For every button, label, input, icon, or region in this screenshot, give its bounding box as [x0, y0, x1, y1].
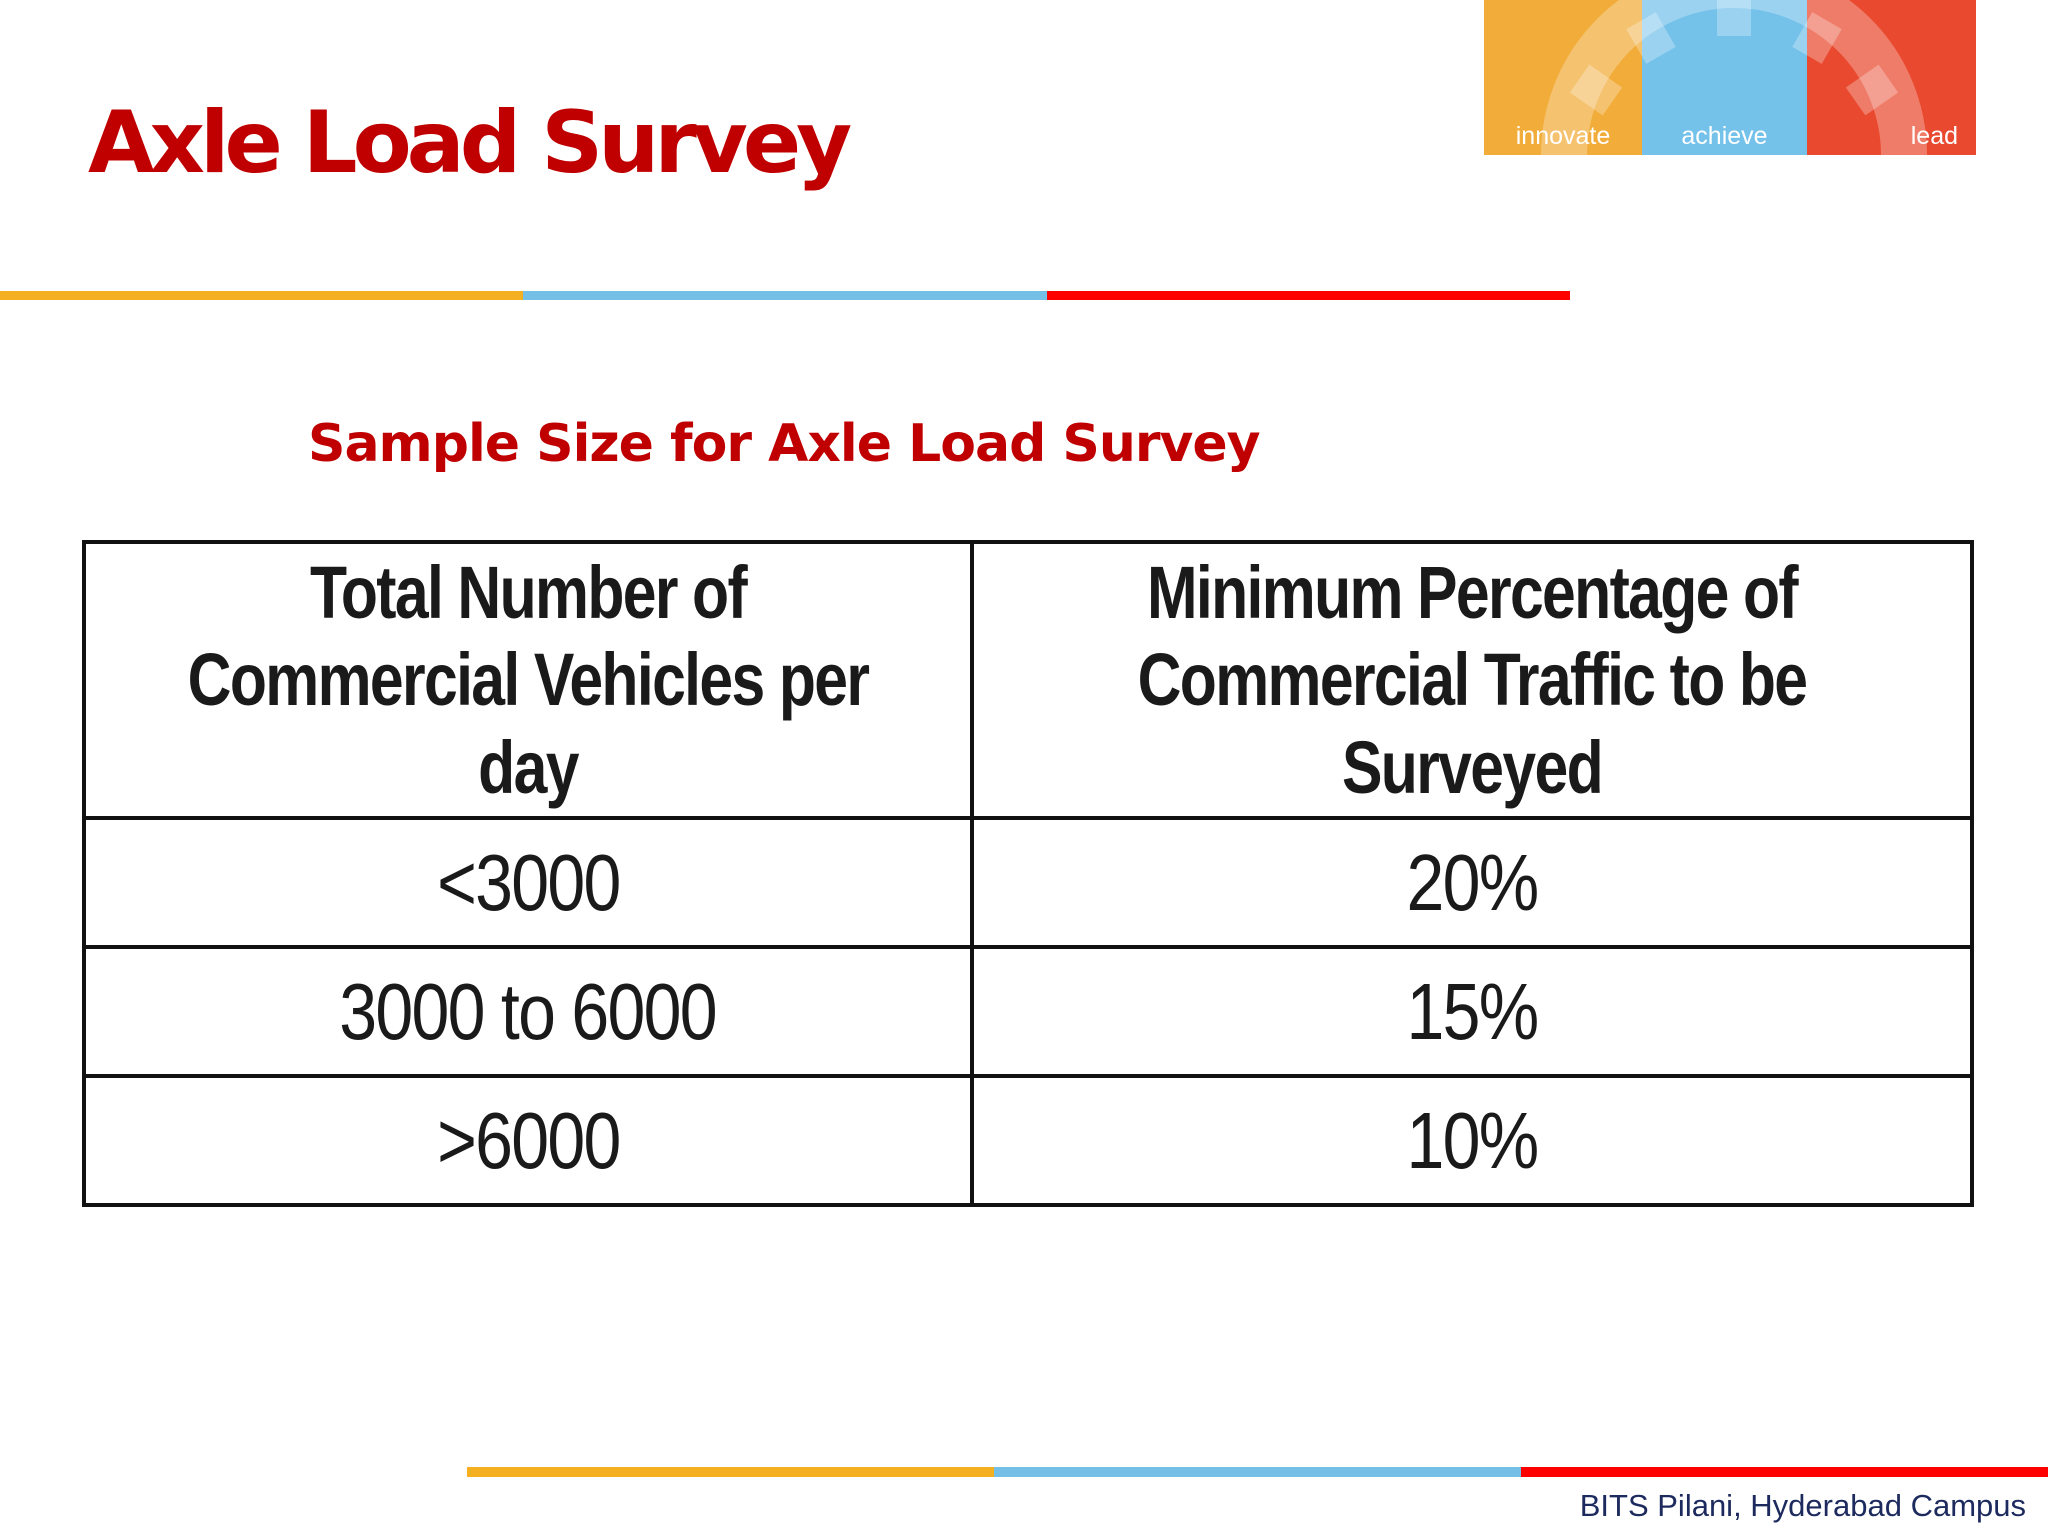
table-header-row: Total Number of Commercial Vehicles per … — [82, 540, 1974, 820]
table-caption: Sample Size for Axle Load Survey — [308, 414, 1261, 474]
table-row: <3000 20% — [82, 816, 1974, 949]
logo-innovate: innovate — [1484, 0, 1642, 155]
footer-divider-blue-segment — [994, 1467, 1521, 1477]
cell-vehicles: 3000 to 6000 — [82, 945, 974, 1078]
cell-vehicles-value: 3000 to 6000 — [339, 966, 718, 1056]
header-percentage-label: Minimum Percentage of Commercial Traffic… — [1137, 551, 1808, 809]
footer-campus: BITS Pilani, Hyderabad Campus — [1579, 1488, 2026, 1523]
divider-blue-segment — [523, 291, 1047, 300]
logo-lead: lead — [1807, 0, 1976, 155]
cell-percentage-value: 20% — [1406, 837, 1539, 927]
divider-orange-segment — [0, 291, 524, 300]
footer-divider-red-segment — [1521, 1467, 2048, 1477]
cell-vehicles-value: <3000 — [436, 837, 621, 927]
slide-title: Axle Load Survey — [88, 93, 852, 193]
logo-word-lead: lead — [1910, 122, 1958, 150]
sample-size-table: Total Number of Commercial Vehicles per … — [82, 540, 1974, 1207]
cell-percentage: 20% — [970, 816, 1974, 949]
header-min-percentage: Minimum Percentage of Commercial Traffic… — [970, 540, 1974, 820]
header-vehicles-per-day: Total Number of Commercial Vehicles per … — [82, 540, 974, 820]
cell-vehicles: <3000 — [82, 816, 974, 949]
footer-divider — [467, 1467, 2048, 1477]
cell-vehicles: >6000 — [82, 1074, 974, 1207]
divider-red-segment — [1046, 291, 1570, 300]
logo-word-innovate: innovate — [1515, 122, 1611, 150]
table-row: >6000 10% — [82, 1074, 1974, 1207]
cell-percentage: 10% — [970, 1074, 1974, 1207]
cell-percentage-value: 10% — [1406, 1095, 1539, 1185]
bits-logo: innovate achieve lead — [1484, 0, 1976, 155]
table-row: 3000 to 6000 15% — [82, 945, 1974, 1078]
logo-achieve: achieve — [1642, 0, 1807, 155]
logo-word-achieve: achieve — [1681, 122, 1768, 150]
footer-divider-orange-segment — [467, 1467, 994, 1477]
cell-vehicles-value: >6000 — [436, 1095, 621, 1185]
cell-percentage: 15% — [970, 945, 1974, 1078]
header-vehicles-label: Total Number of Commercial Vehicles per … — [187, 551, 870, 809]
title-divider — [0, 291, 1570, 300]
cell-percentage-value: 15% — [1406, 966, 1539, 1056]
